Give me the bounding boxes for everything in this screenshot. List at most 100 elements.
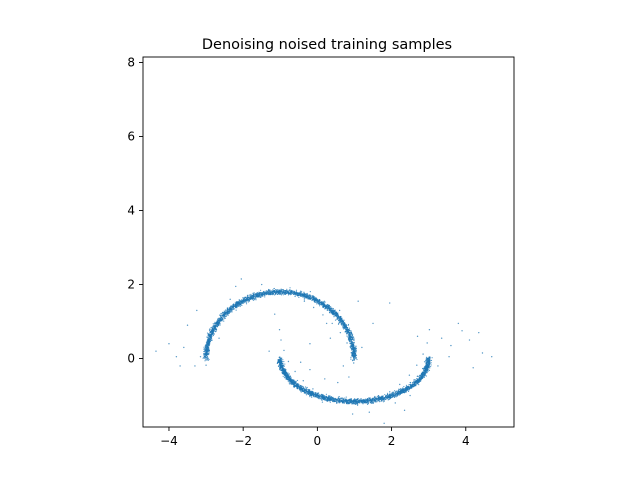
scatter-point (354, 398, 356, 400)
scatter-point (376, 401, 378, 403)
scatter-point (225, 309, 227, 311)
scatter-point (306, 390, 308, 392)
scatter-point (368, 400, 370, 402)
scatter-point (337, 396, 339, 398)
scatter-point (402, 387, 404, 389)
scatter-point (361, 400, 363, 402)
scatter-point (405, 387, 407, 389)
scatter-point (423, 361, 426, 363)
scatter-point (428, 369, 431, 371)
scatter-point (208, 338, 211, 340)
scatter-point (351, 338, 354, 340)
scatter-point (283, 365, 285, 368)
scatter-point (233, 304, 235, 306)
scatter-point (279, 290, 281, 293)
scatter-point (350, 335, 353, 337)
scatter-point (236, 305, 238, 308)
scatter-point (383, 400, 385, 402)
scatter-point (320, 397, 322, 399)
scatter-point (392, 391, 394, 393)
scatter-point (277, 292, 279, 294)
scatter-point (244, 297, 246, 299)
scatter-point (207, 351, 209, 353)
scatter-point (207, 334, 209, 336)
scatter-point (430, 364, 432, 366)
scatter-point (280, 293, 282, 295)
scatter-point (235, 303, 237, 306)
scatter-point (255, 299, 257, 301)
scatter-point (428, 366, 430, 368)
scatter-point (255, 296, 257, 299)
scatter-point (289, 380, 291, 382)
scatter-point (386, 398, 388, 400)
scatter-point (345, 398, 347, 400)
scatter-point (252, 297, 254, 300)
scatter-point (205, 346, 208, 349)
scatter-point (410, 387, 412, 389)
scatter-point (280, 366, 283, 369)
scatter-point (280, 290, 283, 293)
scatter-point (309, 291, 311, 293)
scatter-point (326, 309, 329, 311)
scatter-point (346, 333, 348, 335)
scatter-point (321, 396, 324, 398)
scatter-point (262, 295, 264, 297)
scatter-point (216, 326, 218, 328)
scatter-point (335, 313, 337, 315)
scatter-point (334, 310, 336, 313)
scatter-point (316, 394, 319, 397)
scatter-point (303, 296, 305, 298)
scatter-point (213, 325, 215, 327)
scatter-point (301, 291, 303, 293)
scatter-point (211, 332, 213, 334)
scatter-point (208, 336, 210, 338)
scatter-point (312, 392, 315, 394)
scatter-point (365, 401, 368, 404)
scatter-point (374, 401, 376, 403)
scatter-point (296, 383, 298, 385)
scatter-point (282, 371, 284, 373)
scatter-point (314, 392, 316, 394)
scatter-point (403, 390, 405, 392)
scatter-point (340, 317, 342, 319)
scatter-point (339, 401, 341, 404)
scatter-point (421, 373, 423, 375)
scatter-point (418, 384, 420, 386)
scatter-point (308, 389, 310, 392)
scatter-point (253, 295, 255, 297)
scatter-point (210, 336, 213, 338)
scatter-point (339, 318, 341, 320)
scatter-point (351, 354, 353, 356)
scatter-point (430, 365, 432, 368)
scatter-point (248, 298, 250, 301)
scatter-point (327, 398, 329, 400)
scatter-point (267, 289, 270, 291)
scatter-point (283, 361, 285, 363)
scatter-point (287, 375, 289, 377)
scatter-point (407, 388, 409, 391)
scatter-point (209, 336, 212, 338)
scatter-point (259, 296, 261, 298)
scatter-point (345, 402, 348, 405)
scatter-point (359, 398, 361, 400)
scatter-point (332, 311, 334, 313)
scatter-point (206, 345, 208, 347)
scatter-point (277, 359, 279, 361)
scatter-point (348, 332, 351, 334)
scatter-point (420, 377, 422, 379)
scatter-point (293, 291, 295, 293)
scatter-point (242, 296, 244, 299)
scatter-point (428, 363, 430, 365)
scatter-point (409, 384, 412, 386)
scatter-point (234, 308, 236, 310)
scatter-point (301, 296, 304, 298)
scatter-point (232, 306, 235, 309)
scatter-point (386, 396, 388, 399)
scatter-point (399, 389, 401, 391)
scatter-point (277, 361, 280, 363)
scatter-point (350, 332, 353, 334)
scatter-point (214, 323, 217, 325)
scatter-point (301, 390, 303, 392)
scatter-point (210, 338, 212, 340)
scatter-point (264, 293, 266, 296)
